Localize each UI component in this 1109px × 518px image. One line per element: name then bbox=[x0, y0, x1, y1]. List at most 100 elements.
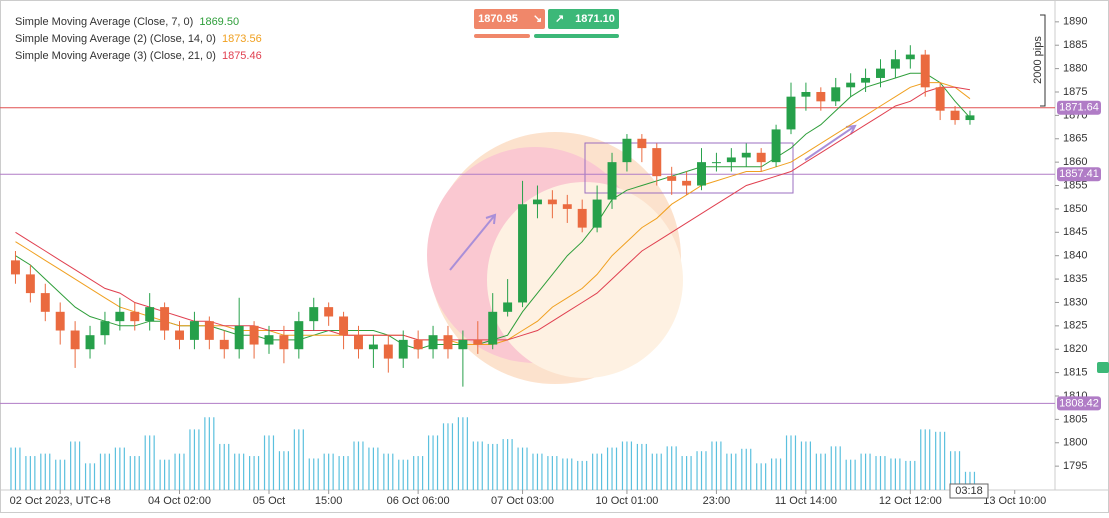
candle-body bbox=[488, 311, 498, 345]
y-tick-label: 1825 bbox=[1063, 320, 1087, 332]
candle-body bbox=[324, 307, 334, 317]
candle-body bbox=[85, 335, 95, 350]
buy-button[interactable] bbox=[548, 9, 619, 29]
drawn-arrow[interactable] bbox=[449, 214, 496, 271]
candle-body bbox=[622, 138, 632, 163]
level-label: 1871.64 bbox=[1059, 102, 1099, 114]
x-tick-label: 06 Oct 06:00 bbox=[387, 495, 450, 507]
legend-value: 1875.46 bbox=[222, 50, 262, 62]
legend-name: Simple Moving Average (Close, 7, 0) bbox=[15, 16, 193, 28]
candle-body bbox=[10, 260, 20, 275]
candle-body bbox=[577, 208, 587, 228]
y-tick-label: 1805 bbox=[1063, 413, 1087, 425]
candle-body bbox=[771, 129, 781, 163]
candle-body bbox=[816, 91, 826, 102]
x-tick-label: 15:00 bbox=[315, 495, 343, 507]
candle-body bbox=[890, 59, 900, 69]
y-tick-label: 1865 bbox=[1063, 133, 1087, 145]
candle-body bbox=[532, 199, 542, 205]
candle-body bbox=[368, 344, 378, 350]
y-tick-label: 1820 bbox=[1063, 343, 1087, 355]
level-label: 1857.41 bbox=[1059, 168, 1099, 180]
y-tick-label: 1830 bbox=[1063, 296, 1087, 308]
watermark-circle bbox=[487, 182, 683, 378]
candle-body bbox=[354, 335, 363, 350]
candle-body bbox=[801, 91, 811, 97]
candle-body bbox=[697, 162, 706, 186]
legend-name: Simple Moving Average (3) (Close, 21, 0) bbox=[15, 50, 216, 62]
candle-body bbox=[413, 339, 423, 350]
candle-body bbox=[249, 325, 259, 345]
candle-body bbox=[279, 335, 289, 350]
candle-body bbox=[204, 321, 214, 340]
y-tick-label: 1840 bbox=[1063, 250, 1087, 262]
x-tick-label: 11 Oct 14:00 bbox=[775, 495, 837, 507]
sell-icon: ↘ bbox=[533, 13, 542, 25]
candle-body bbox=[160, 307, 170, 331]
pips-bracket bbox=[1040, 14, 1046, 107]
y-tick-label: 1815 bbox=[1063, 367, 1087, 379]
legend-value: 1869.50 bbox=[199, 16, 239, 28]
candle-body bbox=[741, 152, 751, 158]
buy-icon: ↗ bbox=[555, 13, 564, 25]
y-tick-label: 1875 bbox=[1063, 86, 1087, 98]
candle-body bbox=[473, 339, 483, 345]
time-box bbox=[949, 483, 989, 499]
candle-body bbox=[667, 176, 677, 181]
y-tick-label: 1860 bbox=[1063, 156, 1087, 168]
x-tick-label: 13 Oct 10:00 bbox=[983, 495, 1046, 507]
candle-body bbox=[876, 68, 885, 78]
sell-bar bbox=[474, 34, 530, 38]
candle-body bbox=[458, 339, 468, 350]
time-label: 03:18 bbox=[955, 485, 983, 497]
legend-name: Simple Moving Average (2) (Close, 14, 0) bbox=[15, 33, 216, 45]
candle-body bbox=[145, 307, 155, 322]
candle-body bbox=[905, 54, 915, 60]
candle-body bbox=[189, 321, 199, 340]
plot: 1795180018051810181518201825183018351840… bbox=[0, 16, 1101, 507]
candle-body bbox=[652, 148, 662, 177]
y-tick-label: 1835 bbox=[1063, 273, 1087, 285]
level-tag bbox=[1057, 396, 1101, 411]
candle-body bbox=[518, 204, 528, 303]
candle-body bbox=[682, 180, 692, 186]
candle-body bbox=[100, 321, 110, 336]
candle-body bbox=[861, 77, 871, 83]
level-tag bbox=[1057, 100, 1101, 115]
y-tick-label: 1800 bbox=[1063, 437, 1087, 449]
x-tick-label: 05 Oct bbox=[253, 495, 285, 507]
candle-body bbox=[234, 325, 244, 350]
sell-button[interactable] bbox=[474, 9, 545, 29]
candle-body bbox=[711, 162, 721, 164]
watermark bbox=[427, 132, 683, 384]
side-tag bbox=[1097, 362, 1109, 373]
candle-body bbox=[592, 199, 602, 228]
x-tick-label: 12 Oct 12:00 bbox=[879, 495, 942, 507]
y-tick-label: 1795 bbox=[1063, 460, 1087, 472]
watermark-circle bbox=[427, 147, 643, 363]
legend-value: 1873.56 bbox=[222, 33, 262, 45]
buy-price[interactable]: 1871.10 bbox=[575, 13, 615, 25]
candle-body bbox=[503, 302, 513, 312]
candle-body bbox=[726, 157, 736, 163]
sell-price[interactable]: 1870.95 bbox=[478, 13, 518, 25]
candle-body bbox=[637, 138, 647, 149]
x-tick-label: 02 Oct 2023, UTC+8 bbox=[10, 495, 111, 507]
x-tick-label: 07 Oct 03:00 bbox=[491, 495, 554, 507]
candle-body bbox=[40, 293, 50, 312]
candle-body bbox=[846, 82, 856, 88]
drawn-arrow-head bbox=[845, 124, 857, 135]
candle-body bbox=[786, 96, 796, 130]
y-tick-label: 1850 bbox=[1063, 203, 1087, 215]
drawn-arrow[interactable] bbox=[804, 125, 856, 161]
x-tick-label: 23:00 bbox=[703, 495, 731, 507]
overlay: 1870.95 ↘ ↗ 1871.10 2000 pips 03:18 bbox=[474, 9, 1109, 499]
y-tick-label: 1885 bbox=[1063, 39, 1087, 51]
candle-body bbox=[130, 311, 140, 322]
candle-body bbox=[175, 330, 184, 340]
candle-body bbox=[294, 321, 304, 350]
y-tick-label: 1880 bbox=[1063, 63, 1087, 75]
candle-body bbox=[70, 330, 80, 350]
buy-bar bbox=[534, 34, 619, 38]
